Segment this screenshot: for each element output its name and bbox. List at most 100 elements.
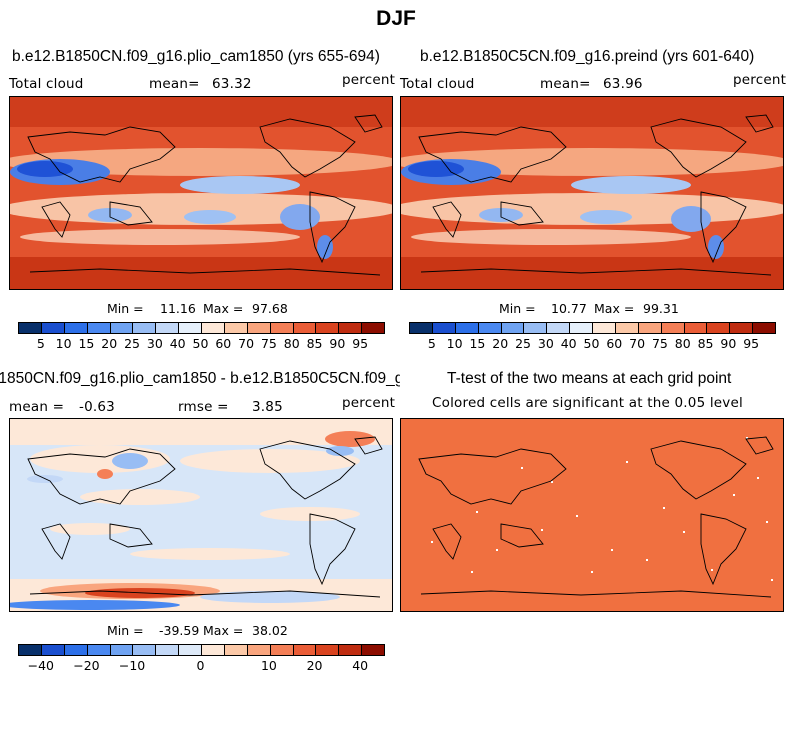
panel3-colorbar-box [316,645,340,655]
panel2-colorbar-box [455,323,479,333]
panel2-colorbar-tick-label: 60 [606,336,623,351]
panel1-colorbar-tick-label: 40 [169,336,186,351]
panel1-variable: Total cloud [9,76,84,92]
panel3-colorbar-box [224,645,248,655]
panel3-colorbar-box [64,645,88,655]
panel3-max-value: 38.02 [252,623,288,638]
panel2-units: percent [733,72,787,88]
panel2-colorbar-box [661,323,685,333]
panel2-colorbar-tick-label: 90 [720,336,737,351]
panel1-colorbar-box [133,323,157,333]
panel2-min-value: 10.77 [551,301,587,316]
panel3-colorbar-tick-label: 0 [196,658,205,673]
panel4-title: T-test of the two means at each grid poi… [447,370,732,387]
panel1-colorbar-box [293,323,317,333]
panel1-colorbar-tick-label: 50 [192,336,209,351]
panel2-colorbar-box [410,323,433,333]
panel2-colorbar-tick-label: 95 [743,336,760,351]
panel2-colorbar-tick-label: 80 [674,336,691,351]
panel2-colorbar-box [638,323,662,333]
panel3-colorbar-tick-label: 20 [306,658,323,673]
panel2-min-label: Min = [499,301,536,316]
panel1-colorbar-box [41,323,65,333]
panel2-variable: Total cloud [400,76,475,92]
panel1-colorbar-tick-label: 85 [306,336,323,351]
panel2-max-value: 99.31 [643,301,679,316]
panel3-min-value: -39.59 [159,623,200,638]
panel3-colorbar-box [202,645,225,655]
panel1-colorbar-tick-label: 20 [101,336,118,351]
panel2-colorbar-box [707,323,731,333]
panel1-colorbar-box [316,323,340,333]
panel2-colorbar-tick-label: 50 [583,336,600,351]
panel3-colorbar-tick-label: 10 [260,658,277,673]
panel2-colorbar-tick-label: 75 [651,336,668,351]
panel3-colorbar-box [270,645,294,655]
panel1-colorbar-box [224,323,248,333]
panel2-colorbar-box [730,323,754,333]
panel2-colorbar-box [547,323,571,333]
panel2-map [400,96,784,290]
panel1-colorbar [18,322,385,334]
panel4-significance-field [401,419,783,611]
panel2-colorbar-tick-label: 20 [492,336,509,351]
panel2-cloud-field [401,97,783,289]
panel1-colorbar-tick-label: 80 [283,336,300,351]
panel1-colorbar-box [362,323,384,333]
panel2-colorbar-box [570,323,593,333]
panel1-max-value: 97.68 [252,301,288,316]
panel3-colorbar-box [339,645,363,655]
panel2-colorbar-box [615,323,639,333]
panel2-colorbar-box [684,323,708,333]
panel3-colorbar-box [19,645,42,655]
panel3-colorbar-box [156,645,180,655]
panel2-colorbar-tick-label: 15 [469,336,486,351]
panel1-colorbar-tick-label: 90 [329,336,346,351]
panel3-colorbar-tick-label: −40 [27,658,55,673]
panel1-colorbar-box [179,323,202,333]
panel3-diff-field [10,419,392,611]
panel1-colorbar-box [64,323,88,333]
panel2-colorbar-tick-label: 30 [537,336,554,351]
panel1-colorbar-box [247,323,271,333]
panel1-min-label: Min = [107,301,144,316]
panel3-colorbar-box [179,645,202,655]
panel3-title-clip: b.e12.B1850CN.f09_g16.plio_cam1850 - b.e… [0,368,400,390]
panel2-colorbar-tick-label: 85 [697,336,714,351]
panel4-insignificant-cells [431,437,773,581]
panel2-colorbar-tick-label: 5 [427,336,436,351]
panel1-colorbar-box [19,323,42,333]
panel3-mean-label: mean = [9,399,65,415]
panel1-map [9,96,393,290]
figure-title: DJF [376,7,416,30]
panel1-colorbar-tick-label: 95 [352,336,369,351]
panel3-colorbar-box [247,645,271,655]
panel3-colorbar-tick-label: −10 [118,658,146,673]
panel1-colorbar-tick-label: 70 [238,336,255,351]
panel3-colorbar-tick-label: −20 [73,658,100,673]
panel3-colorbar-box [362,645,384,655]
panel1-max-label: Max = [203,301,244,316]
panel3-rmse-value: 3.85 [252,399,283,415]
panel1-colorbar-box [202,323,225,333]
panel3-colorbar-box [87,645,111,655]
panel1-colorbar-tick-label: 25 [124,336,141,351]
panel2-colorbar-box [593,323,616,333]
panel4-subtitle: Colored cells are significant at the 0.0… [432,395,743,411]
panel4-map [400,418,784,612]
panel2-colorbar-tick-label: 25 [515,336,532,351]
panel3-colorbar-box [41,645,65,655]
panel1-cloud-field [10,97,392,289]
panel2-mean-label: mean= [540,76,591,92]
panel1-mean-label: mean= [149,76,200,92]
panel3-mean-value: -0.63 [79,399,115,415]
panel3-units: percent [342,395,396,411]
panel3-colorbar-tick-label: 40 [352,658,369,673]
panel3-max-label: Max = [203,623,244,638]
panel1-units: percent [342,72,396,88]
panel2-colorbar-box [478,323,502,333]
panel1-colorbar-box [270,323,294,333]
panel1-colorbar-box [87,323,111,333]
panel2-colorbar-box [501,323,525,333]
panel1-colorbar-tick-label: 30 [146,336,163,351]
